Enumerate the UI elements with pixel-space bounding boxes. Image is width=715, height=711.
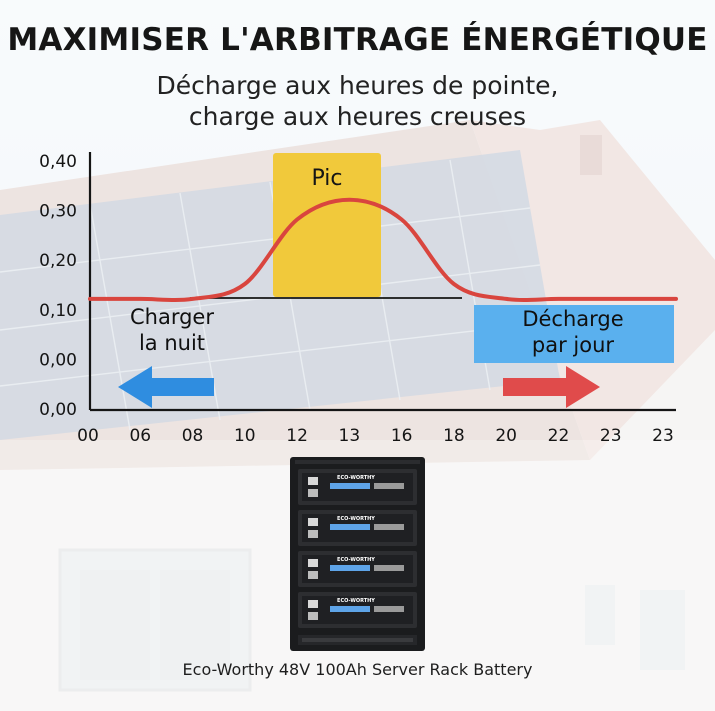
- charge-annotation-line-2: la nuit: [138, 331, 206, 355]
- price-series-line: [88, 197, 678, 302]
- battery-module: ECO-WORTHY: [298, 469, 417, 505]
- x-tick-label: 20: [495, 426, 517, 446]
- x-tick-label: 00: [77, 426, 99, 446]
- y-tick-label: 0,10: [39, 301, 77, 321]
- svg-text:ECO-WORTHY: ECO-WORTHY: [337, 557, 375, 563]
- x-tick-label: 13: [339, 426, 361, 446]
- svg-text:ECO-WORTHY: ECO-WORTHY: [337, 598, 375, 604]
- x-tick-label: 22: [548, 426, 570, 446]
- peak-label: Pic: [312, 166, 343, 191]
- battery-module: ECO-WORTHY: [298, 510, 417, 546]
- y-tick-label: 0,30: [39, 202, 77, 222]
- discharge-annotation-line-1: Décharge: [522, 307, 624, 331]
- x-axis-ticks: 00 06 08 10 12 13 16 18 20 22 23 23: [77, 426, 674, 446]
- x-tick-label: 23: [652, 426, 674, 446]
- discharge-box: [474, 305, 674, 363]
- svg-text:ECO-WORTHY: ECO-WORTHY: [337, 516, 375, 522]
- x-tick-label: 16: [391, 426, 413, 446]
- arrow-left-icon: [118, 366, 214, 408]
- x-tick-label: 23: [600, 426, 622, 446]
- y-tick-label: 0,00: [39, 400, 77, 420]
- battery-module: ECO-WORTHY: [298, 551, 417, 587]
- discharge-annotation-line-2: par jour: [531, 333, 615, 357]
- x-tick-label: 12: [286, 426, 308, 446]
- x-tick-label: 08: [182, 426, 204, 446]
- battery-rack-image: ECO-WORTHY ECO-WORTHY ECO-WORTHY ECO-WORTHY: [290, 457, 425, 651]
- charge-annotation-line-1: Charger: [130, 305, 214, 329]
- charge-annotation: Charger la nuit: [112, 304, 232, 356]
- svg-text:ECO-WORTHY: ECO-WORTHY: [337, 475, 375, 481]
- peak-band: [273, 153, 381, 297]
- x-tick-label: 10: [234, 426, 256, 446]
- page-title: MAXIMISER L'ARBITRAGE ÉNERGÉTIQUE: [7, 22, 708, 58]
- battery-module: ECO-WORTHY: [298, 592, 417, 628]
- y-axis-ticks: 0,00 0,00 0,10 0,20 0,30 0,40: [39, 152, 77, 420]
- arrow-right-icon: [503, 366, 600, 408]
- y-tick-label: 0,40: [39, 152, 77, 172]
- subtitle-line-2: charge aux heures creuses: [188, 102, 527, 131]
- subtitle-line-1: Décharge aux heures de pointe,: [156, 71, 559, 100]
- product-caption: Eco-Worthy 48V 100Ah Server Rack Battery: [182, 660, 533, 679]
- subtitle: Décharge aux heures de pointe, charge au…: [0, 70, 715, 132]
- y-tick-label: 0,20: [39, 251, 77, 271]
- y-tick-label: 0,00: [39, 350, 77, 370]
- discharge-annotation: Décharge par jour: [478, 306, 668, 358]
- x-tick-label: 06: [129, 426, 151, 446]
- x-tick-label: 18: [443, 426, 465, 446]
